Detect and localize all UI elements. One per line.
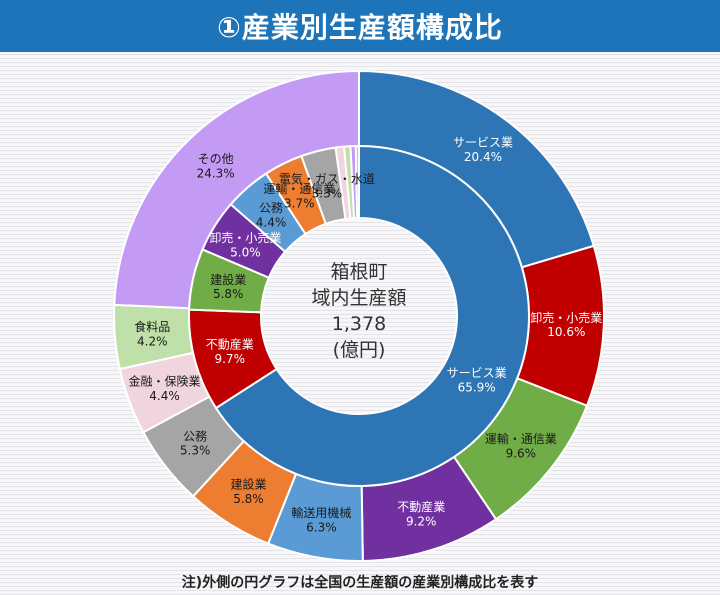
- inner-label-3: 卸売・小売業 5.0%: [209, 230, 281, 259]
- center-label-line-1: 域内生産額: [311, 287, 406, 309]
- outer-label-3: 不動産業 9.2%: [397, 499, 445, 528]
- inner-label-6: 電気・ガス・水道 3.3%: [279, 171, 375, 200]
- inner-slice-0: [214, 144, 530, 487]
- footnote: 注)外側の円グラフは全国の生産額の産業別構成比を表す: [181, 575, 539, 591]
- outer-label-9: その他 24.3%: [197, 152, 235, 180]
- outer-label-8: 食料品 4.2%: [134, 319, 170, 348]
- center-label-line-0: 箱根町: [330, 261, 387, 283]
- donut-chart: サービス業 20.4% 卸売・小売業 10.6% 運輸・通信業 9.6% 不動産業 9.2% 輸…: [113, 69, 605, 562]
- center-label-line-2: 1,378: [332, 313, 386, 335]
- inner-label-4: 公務 4.4%: [256, 201, 287, 229]
- outer-label-7: 金融・保険業 4.4%: [129, 373, 201, 402]
- outer-label-6: 公務 5.3%: [180, 429, 211, 457]
- inner-ring: [188, 144, 530, 487]
- outer-label-2: 運輸・通信業 9.6%: [485, 431, 557, 460]
- outer-label-4: 輸送用機械 6.3%: [291, 505, 351, 534]
- page-title: ①産業別生産額構成比: [0, 0, 720, 52]
- inner-slice-10: [354, 144, 360, 220]
- center-label-line-3: (億円): [333, 339, 386, 361]
- inner-label-1: 不動産業 9.7%: [206, 336, 254, 365]
- slice-labels: サービス業 20.4% 卸売・小売業 10.6% 運輸・通信業 9.6% 不動産業 9.2% 輸…: [129, 136, 603, 535]
- outer-label-5: 建設業 5.8%: [230, 477, 266, 506]
- inner-label-0: サービス業 65.9%: [447, 366, 507, 394]
- outer-label-1: 卸売・小売業 10.6%: [530, 310, 602, 339]
- outer-label-0: サービス業 20.4%: [453, 136, 513, 164]
- inner-label-2: 建設業 5.8%: [210, 272, 246, 301]
- inner-label-5: 運輸・通信業 3.7%: [263, 181, 335, 210]
